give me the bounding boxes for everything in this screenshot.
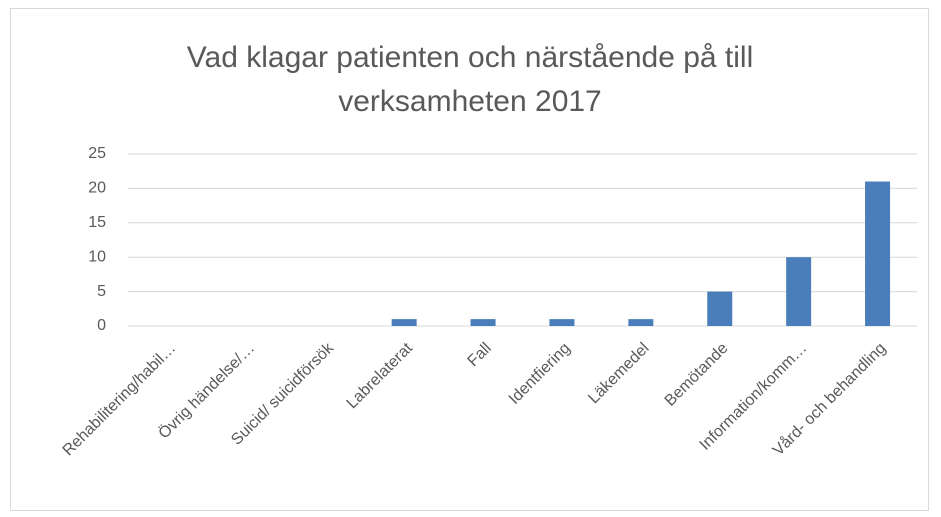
bar bbox=[391, 319, 417, 326]
bar bbox=[865, 181, 891, 326]
y-tick-label: 0 bbox=[97, 317, 106, 334]
y-tick-label: 25 bbox=[88, 145, 106, 162]
x-tick-label: Bemötande bbox=[662, 340, 732, 410]
x-tick-label: Läkemedel bbox=[585, 340, 652, 407]
chart-frame bbox=[10, 8, 929, 511]
x-tick-label: Rehabilitering/habil… bbox=[60, 340, 180, 460]
y-tick-label: 10 bbox=[88, 248, 106, 265]
y-tick-label: 5 bbox=[97, 283, 106, 300]
chart-title: Vad klagar patienten och närstående på t… bbox=[186, 41, 754, 118]
x-tick-label: Identfiering bbox=[506, 340, 574, 408]
bar bbox=[628, 319, 654, 326]
bar bbox=[549, 319, 575, 326]
bar bbox=[786, 257, 812, 326]
x-tick-label: Labrelaterat bbox=[344, 339, 417, 412]
y-tick-label: 20 bbox=[88, 180, 106, 197]
x-tick-label: Fall bbox=[465, 340, 495, 370]
bar bbox=[470, 319, 496, 326]
y-tick-label: 15 bbox=[88, 214, 106, 231]
bar bbox=[707, 291, 733, 326]
